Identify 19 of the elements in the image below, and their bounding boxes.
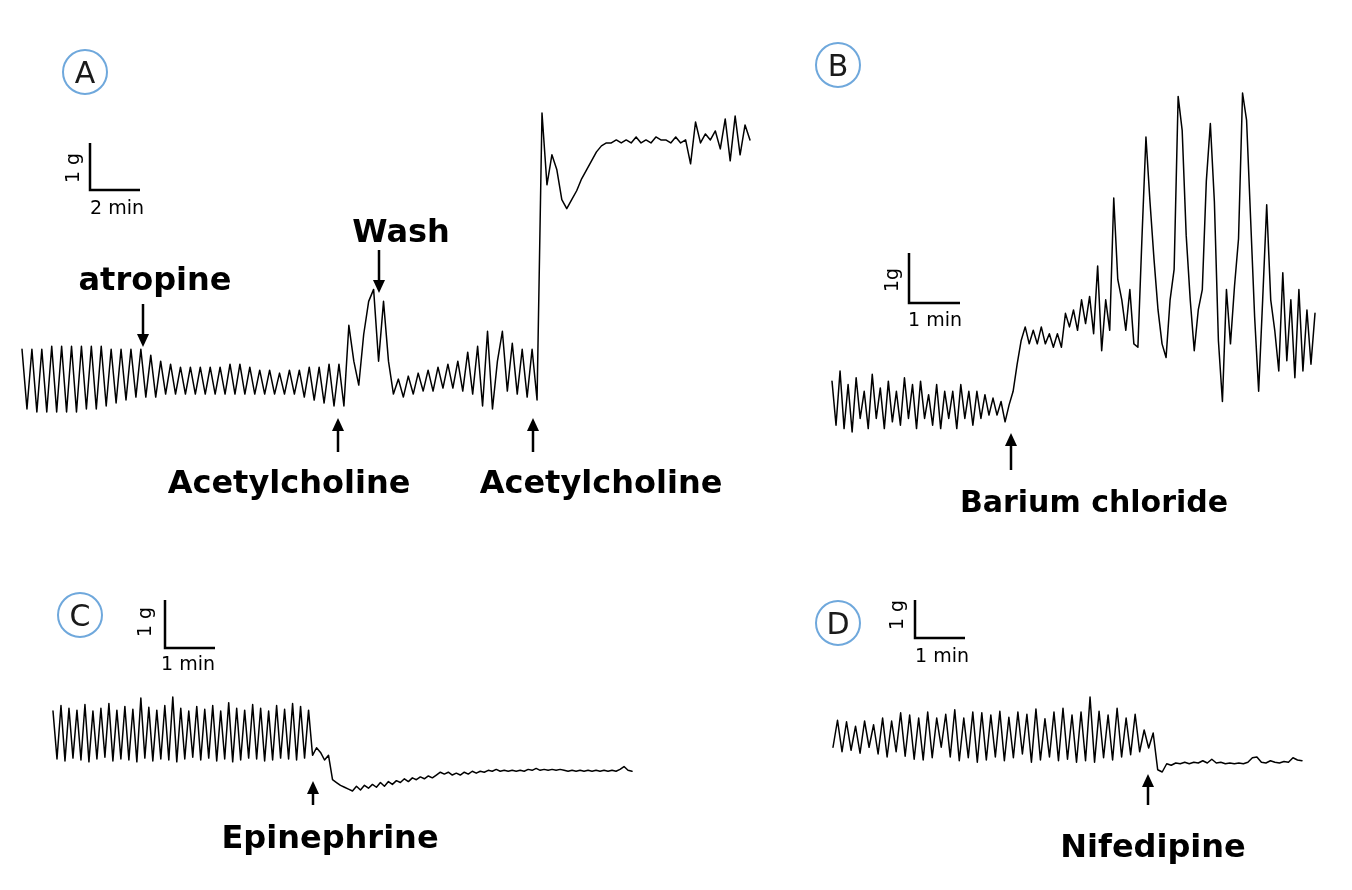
chart-title: B xyxy=(827,48,849,83)
text: 1 g xyxy=(885,599,907,631)
text: Nifedipine xyxy=(1060,827,1246,865)
text: 1 min xyxy=(915,644,969,666)
annotation: 1 g xyxy=(61,152,83,184)
chart-title: C xyxy=(69,598,91,633)
annotation: 1 min xyxy=(908,308,962,330)
text: Acetylcholine xyxy=(479,463,723,501)
text: Barium chloride xyxy=(959,484,1229,519)
annotation: atropine xyxy=(78,260,232,298)
text: Epinephrine xyxy=(221,818,439,856)
annotation: Wash xyxy=(352,212,450,250)
annotation: 2 min xyxy=(90,196,144,218)
chart-title: D xyxy=(826,606,850,641)
text: Acetylcholine xyxy=(167,463,411,501)
text: 1 g xyxy=(133,606,155,638)
chart-title: A xyxy=(74,55,96,90)
text: 1 min xyxy=(161,652,215,674)
annotation: 1g xyxy=(880,267,902,293)
